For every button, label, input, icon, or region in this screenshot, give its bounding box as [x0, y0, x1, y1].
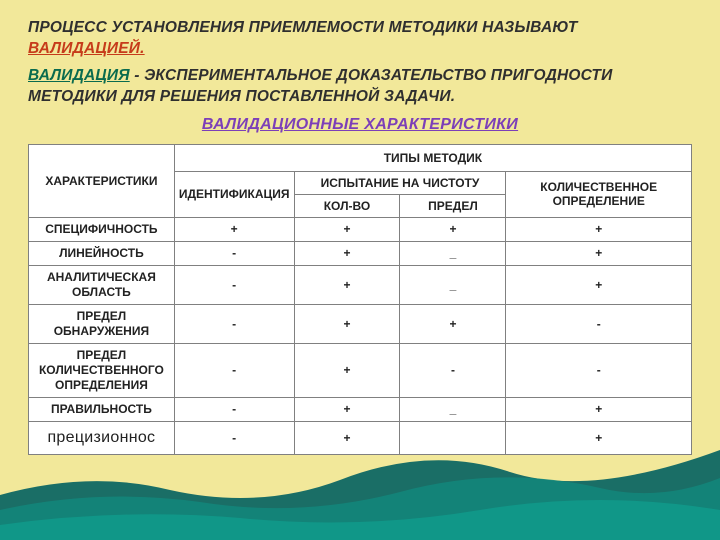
- validation-table: ХАРАКТЕРИСТИКИ ТИПЫ МЕТОДИК ИДЕНТИФИКАЦИ…: [28, 144, 692, 455]
- cell: +: [400, 304, 506, 343]
- content-area: ПРОЦЕСС УСТАНОВЛЕНИЯ ПРИЕМЛЕМОСТИ МЕТОДИ…: [0, 0, 720, 455]
- cell: _: [400, 241, 506, 265]
- table-row: ПРЕДЕЛ КОЛИЧЕСТВЕННОГО ОПРЕДЕЛЕНИЯ-+--: [29, 343, 692, 397]
- cell: -: [174, 265, 294, 304]
- row-label: ЛИНЕЙНОСТЬ: [29, 241, 175, 265]
- cell: -: [174, 304, 294, 343]
- cell: +: [294, 421, 400, 454]
- cell: +: [294, 241, 400, 265]
- cell: +: [400, 217, 506, 241]
- cell: -: [174, 241, 294, 265]
- cell: -: [400, 343, 506, 397]
- table-row: ПРАВИЛЬНОСТЬ-+_+: [29, 397, 692, 421]
- cell: +: [294, 304, 400, 343]
- th-limit: ПРЕДЕЛ: [400, 194, 506, 217]
- cell: +: [294, 217, 400, 241]
- row-label: АНАЛИТИЧЕСКАЯ ОБЛАСТЬ: [29, 265, 175, 304]
- paragraph-2: ВАЛИДАЦИЯ - ЭКСПЕРИМЕНТАЛЬНОЕ ДОКАЗАТЕЛЬ…: [28, 66, 692, 108]
- slide-root: ПРОЦЕСС УСТАНОВЛЕНИЯ ПРИЕМЛЕМОСТИ МЕТОДИ…: [0, 0, 720, 540]
- cell: +: [506, 265, 692, 304]
- row-label: СПЕЦИФИЧНОСТЬ: [29, 217, 175, 241]
- p2-dash: -: [130, 67, 144, 84]
- row-label: ПРЕДЕЛ КОЛИЧЕСТВЕННОГО ОПРЕДЕЛЕНИЯ: [29, 343, 175, 397]
- th-characteristics: ХАРАКТЕРИСТИКИ: [29, 144, 175, 217]
- th-identification: ИДЕНТИФИКАЦИЯ: [174, 171, 294, 217]
- table-body: СПЕЦИФИЧНОСТЬ++++ЛИНЕЙНОСТЬ-+_+АНАЛИТИЧЕ…: [29, 217, 692, 454]
- table-header-row-1: ХАРАКТЕРИСТИКИ ТИПЫ МЕТОДИК: [29, 144, 692, 171]
- table-row: ЛИНЕЙНОСТЬ-+_+: [29, 241, 692, 265]
- cell: +: [294, 343, 400, 397]
- th-quant-det: КОЛИЧЕСТВЕННОЕ ОПРЕДЕЛЕНИЕ: [506, 171, 692, 217]
- cell: +: [506, 421, 692, 454]
- table-row: СПЕЦИФИЧНОСТЬ++++: [29, 217, 692, 241]
- cell: +: [174, 217, 294, 241]
- cell: _: [400, 397, 506, 421]
- term-validation-2: ВАЛИДАЦИЯ: [28, 67, 130, 84]
- p1-text-a: ПРОЦЕСС УСТАНОВЛЕНИЯ ПРИЕМЛЕМОСТИ МЕТОДИ…: [28, 19, 578, 36]
- cell: +: [506, 397, 692, 421]
- row-label: ПРЕДЕЛ ОБНАРУЖЕНИЯ: [29, 304, 175, 343]
- cell: +: [506, 241, 692, 265]
- th-quantity: КОЛ-ВО: [294, 194, 400, 217]
- th-types: ТИПЫ МЕТОДИК: [174, 144, 691, 171]
- cell: [400, 421, 506, 454]
- table-row: АНАЛИТИЧЕСКАЯ ОБЛАСТЬ-+_+: [29, 265, 692, 304]
- paragraph-1: ПРОЦЕСС УСТАНОВЛЕНИЯ ПРИЕМЛЕМОСТИ МЕТОДИ…: [28, 18, 692, 60]
- cell: +: [294, 397, 400, 421]
- cell: -: [506, 343, 692, 397]
- cell: _: [400, 265, 506, 304]
- cell: -: [174, 421, 294, 454]
- row-label: прецизионнос: [29, 421, 175, 454]
- term-validation-1: ВАЛИДАЦИЕЙ.: [28, 40, 145, 57]
- cell: -: [506, 304, 692, 343]
- row-label: ПРАВИЛЬНОСТЬ: [29, 397, 175, 421]
- cell: -: [174, 397, 294, 421]
- cell: +: [506, 217, 692, 241]
- table-row: прецизионнос-++: [29, 421, 692, 454]
- subtitle: ВАЛИДАЦИОННЫЕ ХАРАКТЕРИСТИКИ: [28, 116, 692, 134]
- cell: -: [174, 343, 294, 397]
- table-row: ПРЕДЕЛ ОБНАРУЖЕНИЯ-++-: [29, 304, 692, 343]
- th-purity: ИСПЫТАНИЕ НА ЧИСТОТУ: [294, 171, 506, 194]
- cell: +: [294, 265, 400, 304]
